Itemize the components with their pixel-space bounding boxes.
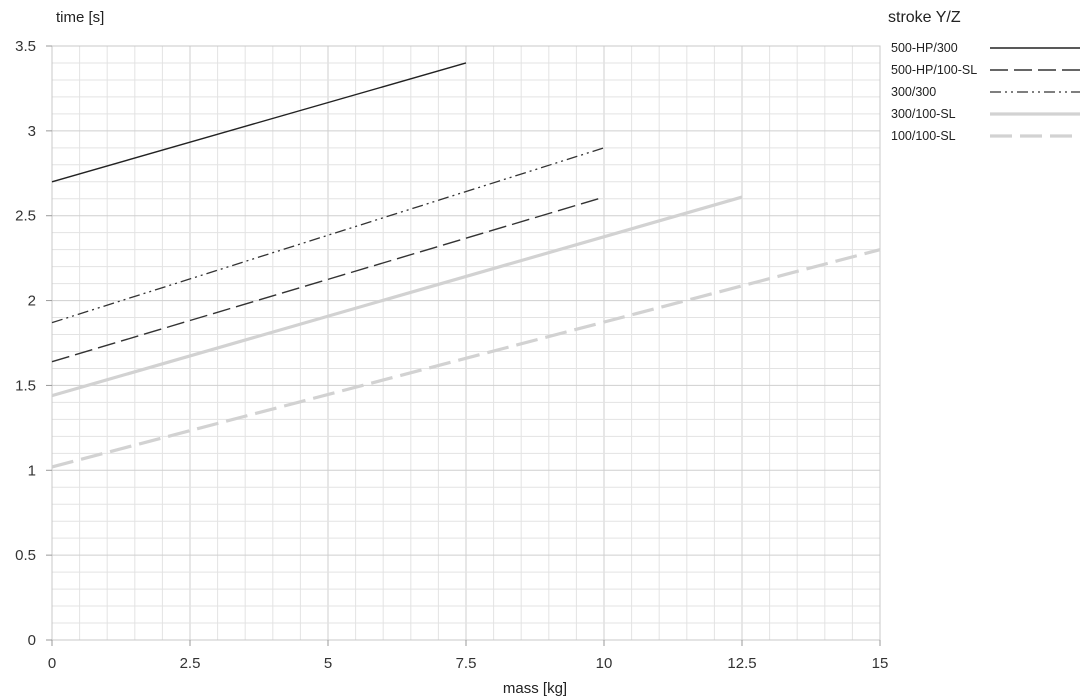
grid: [51, 45, 881, 641]
series-line: [51, 147, 605, 324]
y-tick-label: 3.5: [15, 38, 36, 55]
series-line: [51, 196, 605, 363]
y-tick-label: 3: [28, 123, 36, 140]
y-tick-label: 0: [28, 632, 36, 649]
x-axis-ticks: 0 2.5 5 7.5 10 12.5 15: [48, 640, 889, 672]
series-line: [51, 62, 467, 183]
legend-label: 300/300: [891, 85, 936, 99]
legend-label: 500-HP/300: [891, 41, 958, 55]
series-line: [51, 195, 743, 398]
y-tick-label: 0.5: [15, 547, 36, 564]
y-tick-label: 1.5: [15, 377, 36, 394]
x-axis-title: mass [kg]: [503, 680, 567, 697]
x-tick-label: 12.5: [727, 655, 756, 672]
x-tick-label: 5: [324, 655, 332, 672]
x-tick-label: 0: [48, 655, 56, 672]
series-lines: [51, 62, 881, 469]
y-axis-ticks: 0 0.5 1 1.5 2 2.5 3 3.5: [15, 38, 52, 649]
y-tick-label: 1: [28, 462, 36, 479]
legend: 500-HP/300 500-HP/100-SL 300/300 300/100-SL…: [891, 41, 1080, 143]
series-line: [51, 248, 881, 469]
y-tick-label: 2: [28, 293, 36, 310]
x-tick-label: 10: [596, 655, 613, 672]
y-tick-label: 2.5: [15, 208, 36, 225]
legend-title: stroke Y/Z: [888, 9, 961, 26]
x-tick-label: 7.5: [456, 655, 477, 672]
legend-label: 100/100-SL: [891, 129, 956, 143]
x-tick-label: 2.5: [180, 655, 201, 672]
y-axis-title: time [s]: [56, 9, 104, 26]
legend-label: 300/100-SL: [891, 107, 956, 121]
x-tick-label: 15: [872, 655, 889, 672]
legend-label: 500-HP/100-SL: [891, 63, 977, 77]
